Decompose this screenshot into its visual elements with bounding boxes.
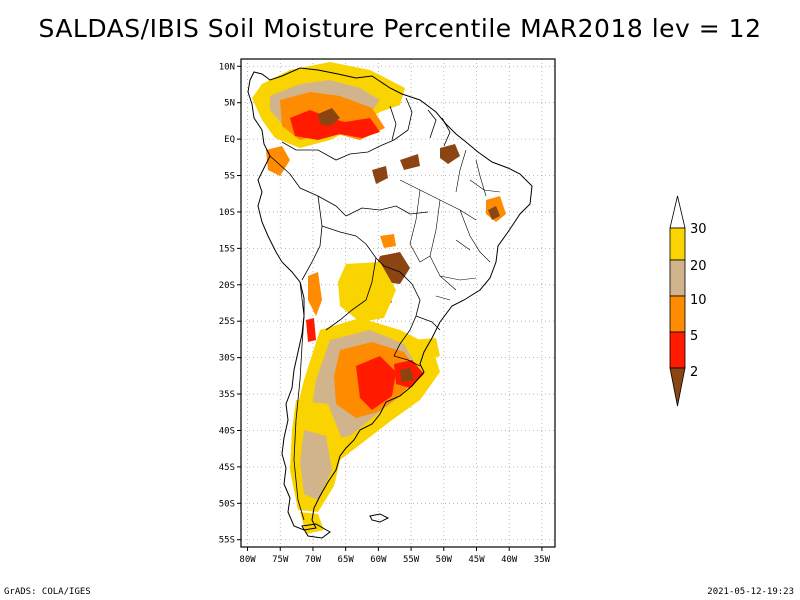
lat-tick-label: 40S <box>219 426 235 436</box>
lat-tick-label: 5S <box>224 172 235 182</box>
anomaly-brown-amapa <box>440 144 460 164</box>
lat-tick-label: 5N <box>224 99 235 109</box>
lat-tick-label: 35S <box>219 390 235 400</box>
lon-tick-label: 65W <box>338 555 355 565</box>
anomaly-orange-atacama <box>308 272 322 316</box>
lon-tick-label: 50W <box>436 555 453 565</box>
anomaly-brown-uruguay <box>400 368 414 382</box>
footer-timestamp: 2021-05-12-19:23 <box>707 587 794 597</box>
lat-tick-label: 25S <box>219 317 235 327</box>
colorbar-segment-20-30 <box>669 227 686 261</box>
anomaly-tan-patagonia <box>300 430 332 500</box>
lon-tick-label: 80W <box>239 555 256 565</box>
anomaly-red-pampa <box>356 356 396 410</box>
south-america-coastline <box>247 67 533 531</box>
colorbar-label: 20 <box>690 259 707 274</box>
coastlines-and-borders <box>247 67 533 539</box>
anomaly-yellow-chaco <box>338 262 396 322</box>
lon-tick-label: 35W <box>534 555 551 565</box>
colorbar-top-arrow <box>669 195 686 229</box>
colorbar-label: 2 <box>690 365 698 380</box>
colorbar-label: 5 <box>690 329 698 344</box>
lat-tick-label: 10N <box>219 62 235 72</box>
lat-tick-label: 30S <box>219 354 235 364</box>
lat-tick-label: EQ <box>224 135 235 145</box>
anomaly-brown-para <box>400 154 420 170</box>
anomaly-yellow-south-brazil <box>412 338 440 362</box>
lon-tick-label: 40W <box>501 555 518 565</box>
lat-tick-label: 50S <box>219 499 235 509</box>
lon-tick-label: 60W <box>370 555 387 565</box>
anomaly-orange-mato-grosso <box>380 234 396 248</box>
map-title: SALDAS/IBIS Soil Moisture Percentile MAR… <box>38 14 762 43</box>
anomaly-brown-amazon <box>372 166 388 184</box>
colorbar-label: 10 <box>690 293 707 308</box>
lon-tick-label: 55W <box>403 555 420 565</box>
lon-tick-label: 70W <box>305 555 322 565</box>
lon-tick-label: 75W <box>272 555 289 565</box>
anomaly-red-north <box>290 110 380 140</box>
anomaly-red-atacama <box>306 318 316 342</box>
axis-ticks: 10N 5N EQ 5S 10S 15S 20S 25S 30S 35S 40S 45S 50S 55S 8… <box>219 62 551 565</box>
footer-credit: GrADS: COLA/IGES <box>4 587 91 597</box>
lat-tick-label: 45S <box>219 463 235 473</box>
colorbar-bottom-arrow <box>669 367 686 407</box>
colorbar-segment-2-5 <box>669 331 686 369</box>
lat-tick-label: 10S <box>219 208 235 218</box>
lat-tick-label: 20S <box>219 281 235 291</box>
lat-tick-label: 15S <box>219 244 235 254</box>
falkland-islands <box>369 513 390 523</box>
anomaly-brown-east-brazil <box>488 206 500 220</box>
lon-tick-label: 45W <box>468 555 485 565</box>
percentile-shading <box>252 62 506 534</box>
tierra-del-fuego <box>301 523 331 539</box>
colorbar: 30 20 10 5 2 <box>669 195 707 407</box>
colorbar-label: 30 <box>690 222 707 237</box>
anomaly-yellow-fuego <box>300 512 324 534</box>
anomaly-brown-north <box>318 108 340 126</box>
map-frame <box>240 58 556 548</box>
country-borders <box>269 97 451 521</box>
colorbar-segment-10-20 <box>669 259 686 297</box>
lat-tick-label: 55S <box>219 536 235 546</box>
colorbar-segment-5-10 <box>669 295 686 333</box>
anomaly-orange-peru <box>266 146 290 176</box>
brazil-state-borders <box>399 149 501 301</box>
